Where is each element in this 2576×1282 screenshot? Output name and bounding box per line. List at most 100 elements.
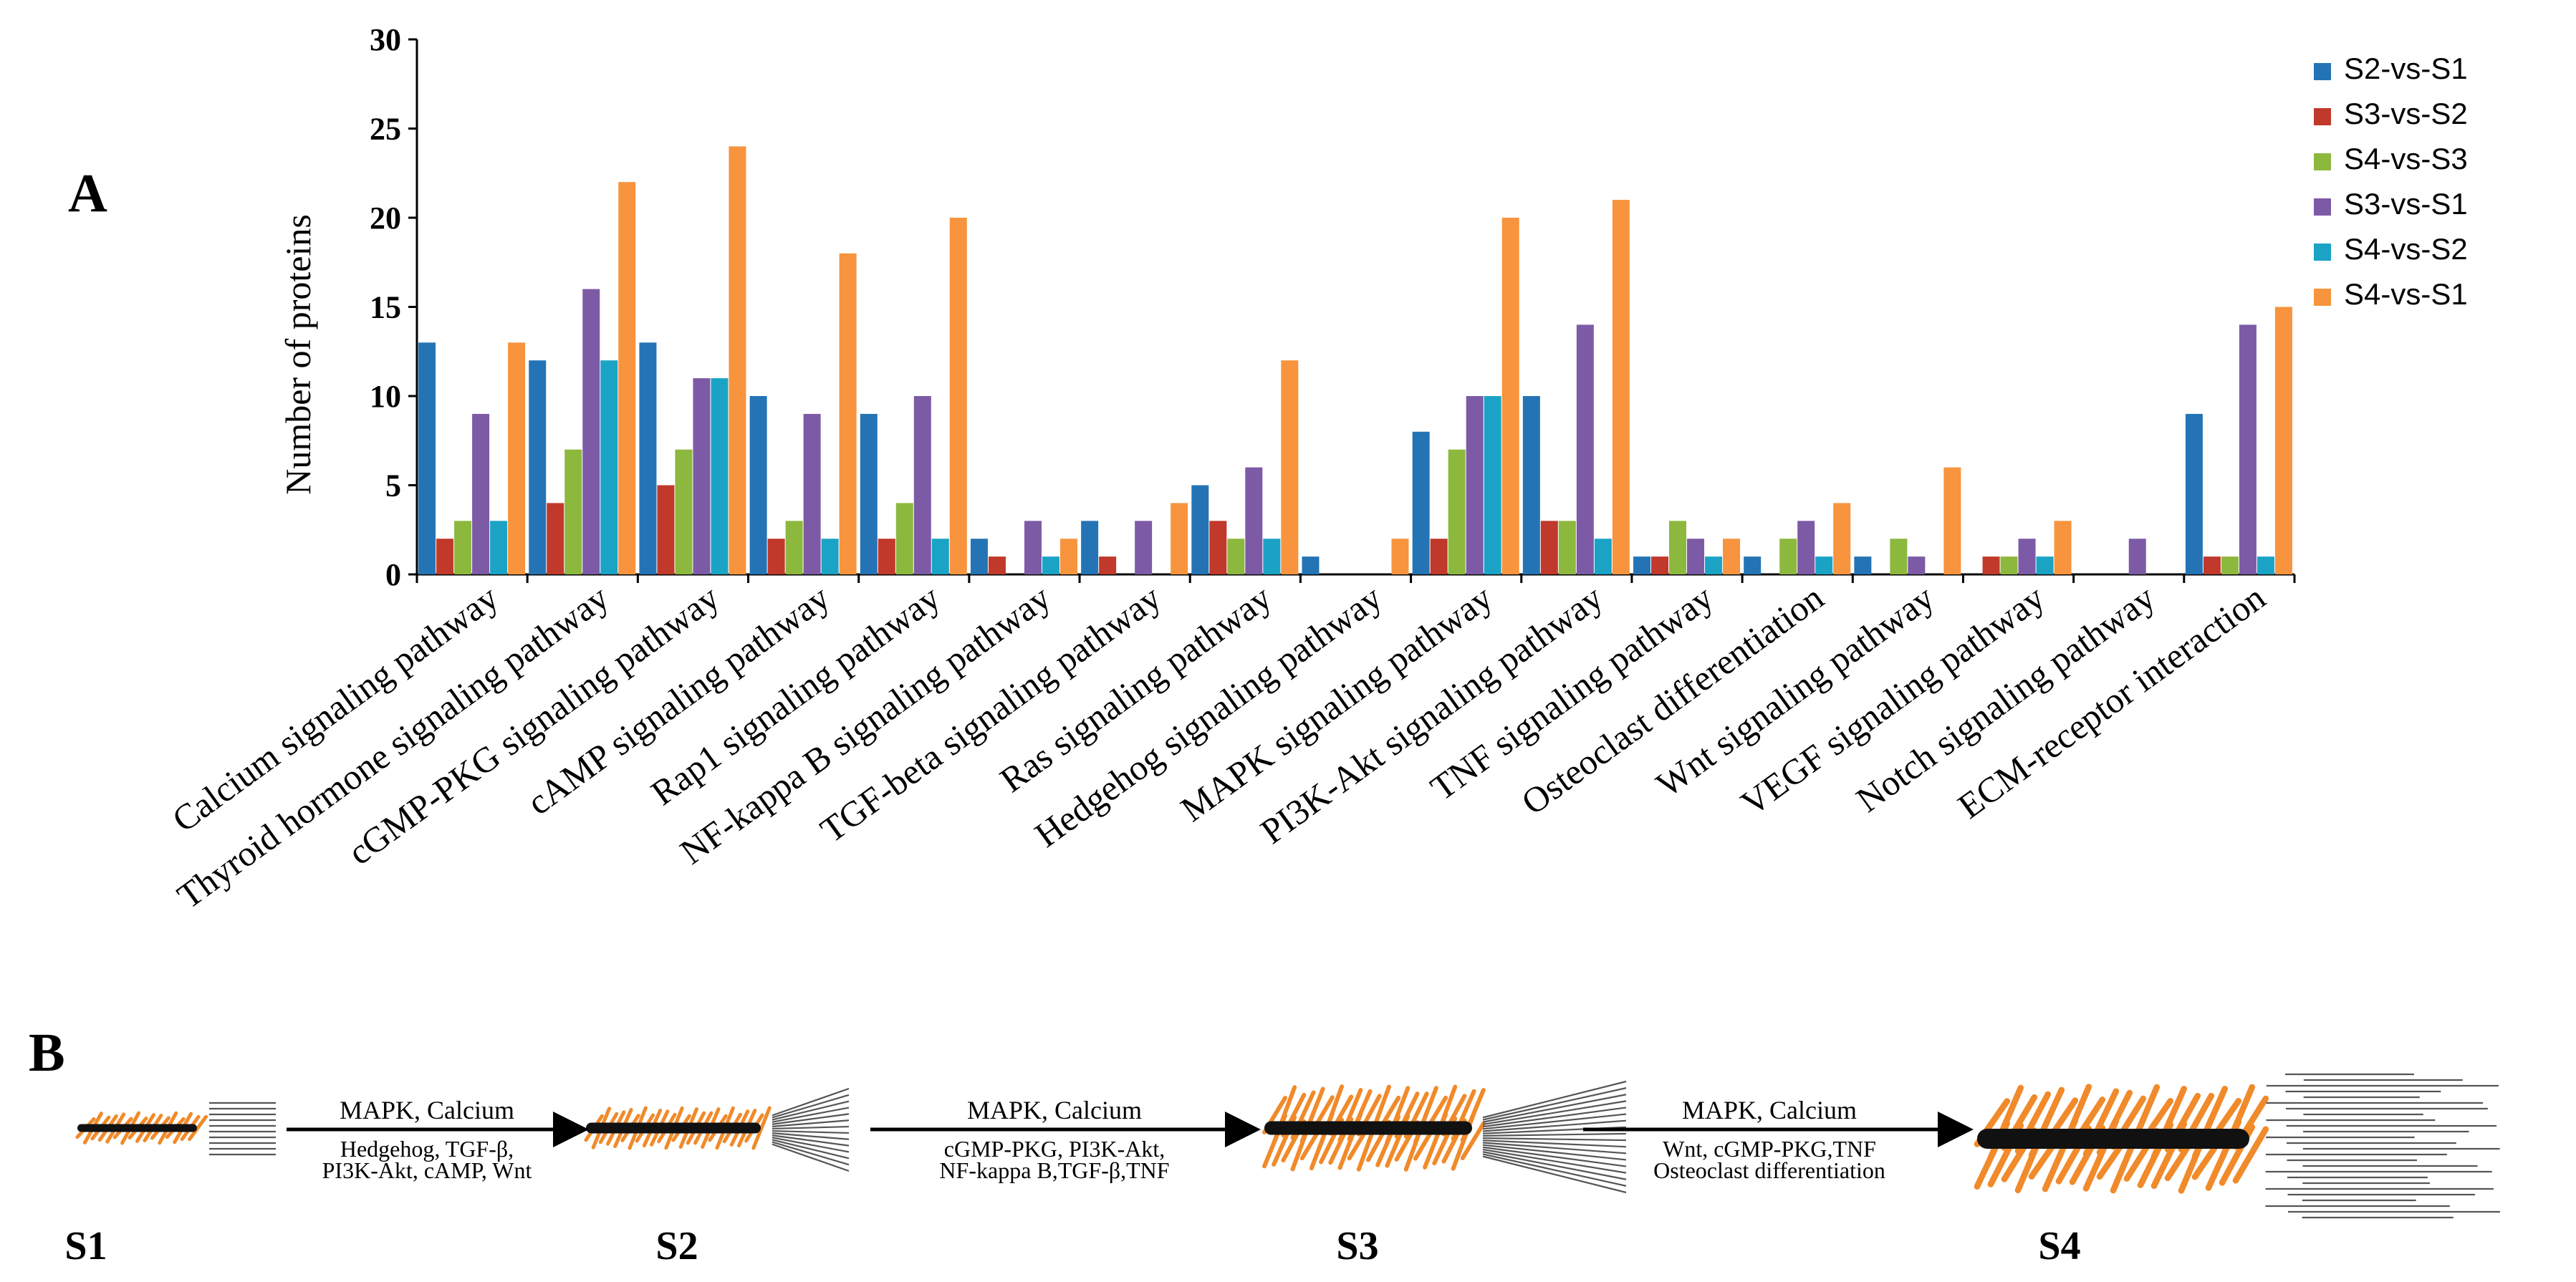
arrow-top-label: MAPK, Calcium	[967, 1096, 1142, 1124]
legend-swatch	[2314, 108, 2331, 125]
bar-s2-vs-s1-13	[1744, 556, 1762, 574]
bar-s4-vs-s1-12	[1723, 539, 1741, 574]
bar-s2-vs-s1-5	[860, 413, 878, 574]
panel-b-diagram: MAPK, Calcium Hedgehog, TGF-β,PI3K-Akt, c…	[64, 1073, 2500, 1268]
bar-s4-vs-s3-2	[564, 449, 582, 574]
legend: S2-vs-S1 S3-vs-S2 S4-vs-S3 S3-vs-S1 S4-vs-S2…	[2314, 52, 2468, 311]
bar-s4-vs-s3-5	[895, 503, 913, 574]
stage-label-s1: S1	[64, 1224, 107, 1268]
bar-s3-vs-s2-3	[657, 485, 675, 574]
bar-s4-vs-s1-9	[1391, 539, 1409, 574]
arrow-bottom-label: cGMP-PKG, PI3K-Akt,	[944, 1136, 1165, 1162]
bar-s3-vs-s2-6	[988, 556, 1006, 574]
fin-ray-s4	[1974, 1084, 2269, 1194]
y-tick-label: 0	[385, 557, 401, 592]
y-tick-label: 15	[370, 290, 401, 325]
legend-swatch	[2314, 289, 2331, 306]
bar-s2-vs-s1-6	[970, 539, 988, 574]
bar-s4-vs-s3-8	[1227, 539, 1245, 574]
transition-arrow-1: MAPK, Calcium Hedgehog, TGF-β,PI3K-Akt, c…	[287, 1096, 589, 1183]
bar-s2-vs-s1-8	[1191, 485, 1209, 574]
bar-s3-vs-s1-11	[1576, 324, 1594, 574]
bar-s4-vs-s1-4	[839, 253, 857, 574]
arrow-bottom-label: NF-kappa B,TGF-β,TNF	[939, 1157, 1169, 1183]
bar-s4-vs-s2-3	[711, 378, 729, 574]
bar-s3-vs-s1-2	[582, 289, 600, 574]
bar-s3-vs-s2-7	[1099, 556, 1117, 574]
bar-s4-vs-s2-13	[1815, 556, 1833, 574]
bar-s2-vs-s1-9	[1302, 556, 1320, 574]
bar-s4-vs-s1-13	[1833, 503, 1851, 574]
bar-s4-vs-s2-15	[2036, 556, 2054, 574]
bar-s4-vs-s3-17	[2221, 556, 2239, 574]
legend-swatch	[2314, 244, 2331, 261]
bar-s4-vs-s2-4	[821, 539, 839, 574]
bar-s4-vs-s2-5	[931, 539, 949, 574]
bar-s2-vs-s1-10	[1412, 431, 1430, 574]
bar-s3-vs-s2-5	[878, 539, 895, 574]
bar-s4-vs-s1-3	[729, 146, 746, 574]
legend-entry: S3-vs-S2	[2344, 97, 2468, 130]
bar-chart: 0 5 10 15 20 25 30 Number of proteins Calcium …	[165, 22, 2468, 916]
y-tick-label: 10	[370, 379, 401, 414]
legend-entry: S3-vs-S1	[2344, 187, 2468, 221]
bar-s2-vs-s1-17	[2185, 413, 2203, 574]
y-tick-label: 25	[370, 112, 401, 147]
bar-s2-vs-s1-2	[529, 360, 547, 574]
y-tick-label: 5	[385, 468, 401, 503]
bar-s3-vs-s2-1	[436, 539, 454, 574]
arrow-bottom-label: Hedgehog, TGF-β,	[340, 1136, 514, 1162]
bar-s4-vs-s2-6	[1042, 556, 1059, 574]
bar-s4-vs-s1-15	[2054, 521, 2072, 574]
x-category-label: Thyroid hormone signaling pathway	[170, 577, 616, 917]
bar-s4-vs-s1-11	[1612, 200, 1630, 575]
bar-s4-vs-s1-6	[1059, 539, 1077, 574]
bar-s3-vs-s2-15	[1982, 556, 2000, 574]
bar-s3-vs-s1-10	[1466, 396, 1484, 574]
bar-s4-vs-s2-1	[490, 521, 508, 574]
fin-ray-s2	[584, 1106, 772, 1150]
legend-entry: S4-vs-S1	[2344, 277, 2468, 311]
bar-s3-vs-s1-13	[1797, 521, 1815, 574]
transition-arrow-2: MAPK, Calcium cGMP-PKG, PI3K-Akt,NF-kappa…	[870, 1096, 1261, 1183]
fin-lines-s2	[772, 1087, 850, 1172]
arrow-top-label: MAPK, Calcium	[1682, 1096, 1857, 1124]
bar-s3-vs-s1-7	[1135, 521, 1153, 574]
arrow-top-label: MAPK, Calcium	[340, 1096, 514, 1124]
legend-entry: S4-vs-S3	[2344, 142, 2468, 175]
bar-s3-vs-s1-6	[1024, 521, 1042, 574]
bar-s3-vs-s1-4	[803, 413, 821, 574]
bar-s4-vs-s2-11	[1594, 539, 1612, 574]
bar-s4-vs-s3-3	[675, 449, 693, 574]
bar-s3-vs-s2-4	[767, 539, 785, 574]
bar-s3-vs-s2-2	[547, 503, 564, 574]
fin-lines-s3	[1482, 1080, 1627, 1194]
bar-s4-vs-s2-8	[1263, 539, 1281, 574]
bar-s4-vs-s3-14	[1890, 539, 1908, 574]
arrow-bottom-label: Wnt, cGMP-PKG,TNF	[1663, 1136, 1876, 1162]
bar-s2-vs-s1-7	[1081, 521, 1099, 574]
bar-s3-vs-s1-16	[2128, 539, 2146, 574]
bar-s3-vs-s2-8	[1209, 521, 1227, 574]
bar-s4-vs-s2-2	[600, 360, 618, 574]
bar-s4-vs-s3-1	[454, 521, 472, 574]
bar-s3-vs-s2-11	[1540, 521, 1558, 574]
y-tick-label: 30	[370, 22, 401, 57]
fin-lines-s1	[209, 1102, 276, 1156]
y-axis-ticks: 0 5 10 15 20 25 30	[370, 22, 417, 592]
bar-s3-vs-s2-12	[1651, 556, 1669, 574]
bar-s3-vs-s1-1	[472, 413, 490, 574]
bar-s4-vs-s3-11	[1558, 521, 1576, 574]
bar-s2-vs-s1-14	[1854, 556, 1872, 574]
legend-swatch	[2314, 198, 2331, 216]
bar-s4-vs-s3-13	[1779, 539, 1797, 574]
stage-label-s2: S2	[655, 1224, 698, 1268]
y-tick-label: 20	[370, 201, 401, 236]
bar-s2-vs-s1-11	[1522, 396, 1540, 574]
bar-s4-vs-s2-10	[1484, 396, 1501, 574]
bar-s2-vs-s1-4	[749, 396, 767, 574]
stage-label-s4: S4	[2038, 1224, 2080, 1268]
panel-a-label: A	[68, 163, 107, 223]
bar-s4-vs-s1-5	[949, 218, 967, 574]
y-axis-label: Number of proteins	[278, 214, 318, 495]
